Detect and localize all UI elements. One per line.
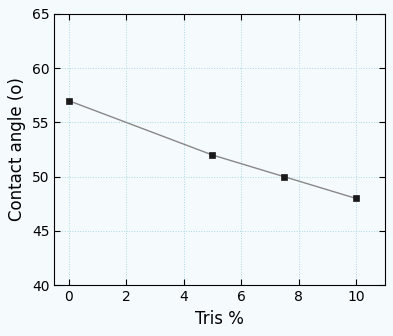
Y-axis label: Contact angle (o): Contact angle (o): [8, 78, 26, 221]
X-axis label: Tris %: Tris %: [195, 310, 244, 328]
